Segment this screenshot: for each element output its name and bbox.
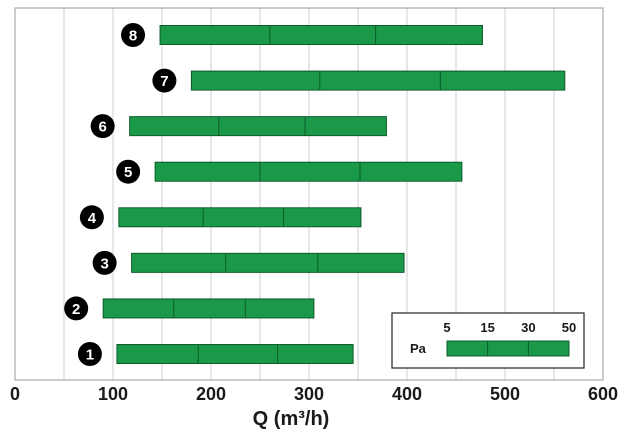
model-bar-8 [159, 25, 483, 45]
badge-number: 6 [98, 119, 106, 136]
legend-pressure-label: 50 [562, 320, 576, 335]
bar [116, 344, 354, 364]
legend-bar [446, 340, 570, 357]
badge-circle [90, 114, 115, 139]
model-badge-1: 1 [77, 342, 102, 366]
badge-number: 1 [86, 347, 94, 364]
x-tick-label: 600 [588, 384, 618, 404]
model-badge-5: 5 [116, 159, 141, 184]
plot-frame [14, 7, 604, 381]
model-badge-4: 4 [79, 205, 104, 230]
x-axis-ticks: 0 100 200 300 400 500 600 [10, 384, 618, 404]
badge-circle [79, 205, 104, 230]
badges: 8 7 6 5 4 3 2 1 [64, 23, 177, 366]
x-tick-label: 300 [294, 384, 324, 404]
bar [190, 70, 566, 91]
model-badge-2: 2 [64, 296, 89, 321]
bar [129, 116, 387, 137]
bar [154, 161, 463, 182]
x-tick-label: 0 [10, 384, 20, 404]
model-badge-7: 7 [152, 68, 177, 93]
model-badge-3: 3 [92, 250, 117, 275]
badge-number: 5 [124, 164, 132, 181]
model-badge-8: 8 [121, 23, 146, 47]
legend-pressure-label: 30 [521, 320, 535, 335]
x-tick-label: 200 [196, 384, 226, 404]
badge-number: 8 [129, 28, 137, 45]
model-badge-6: 6 [90, 114, 115, 139]
x-tick-label: 500 [490, 384, 520, 404]
x-axis-title: Q (m³/h) [253, 408, 330, 430]
bar [102, 298, 315, 319]
bars [102, 25, 566, 364]
bar [118, 207, 362, 228]
legend-pressure-label: 5 [443, 320, 450, 335]
badge-circle [152, 68, 177, 93]
model-bar-6 [129, 116, 387, 137]
legend-pressures: 5 15 30 50 [443, 320, 576, 335]
badge-number: 4 [88, 210, 97, 227]
badge-circle [121, 23, 146, 47]
bar [131, 252, 405, 273]
badge-number: 3 [100, 255, 108, 272]
x-tick-label: 400 [392, 384, 422, 404]
x-tick-label: 100 [98, 384, 128, 404]
badge-circle [77, 342, 102, 366]
model-bar-4 [118, 207, 362, 228]
bar [159, 25, 483, 45]
legend-pressure-label: 15 [480, 320, 494, 335]
legend-swatch [446, 340, 570, 357]
model-bar-3 [131, 252, 405, 273]
badge-number: 7 [160, 73, 168, 90]
legend: Pa 5 15 30 50 [391, 312, 585, 369]
model-bar-2 [102, 298, 315, 319]
badge-number: 2 [72, 301, 80, 318]
badge-circle [92, 250, 117, 275]
model-bar-1 [116, 344, 354, 364]
legend-title: Pa [410, 341, 427, 356]
badge-circle [64, 296, 89, 321]
model-bar-5 [154, 161, 463, 182]
badge-circle [116, 159, 141, 184]
model-bar-7 [190, 70, 566, 91]
